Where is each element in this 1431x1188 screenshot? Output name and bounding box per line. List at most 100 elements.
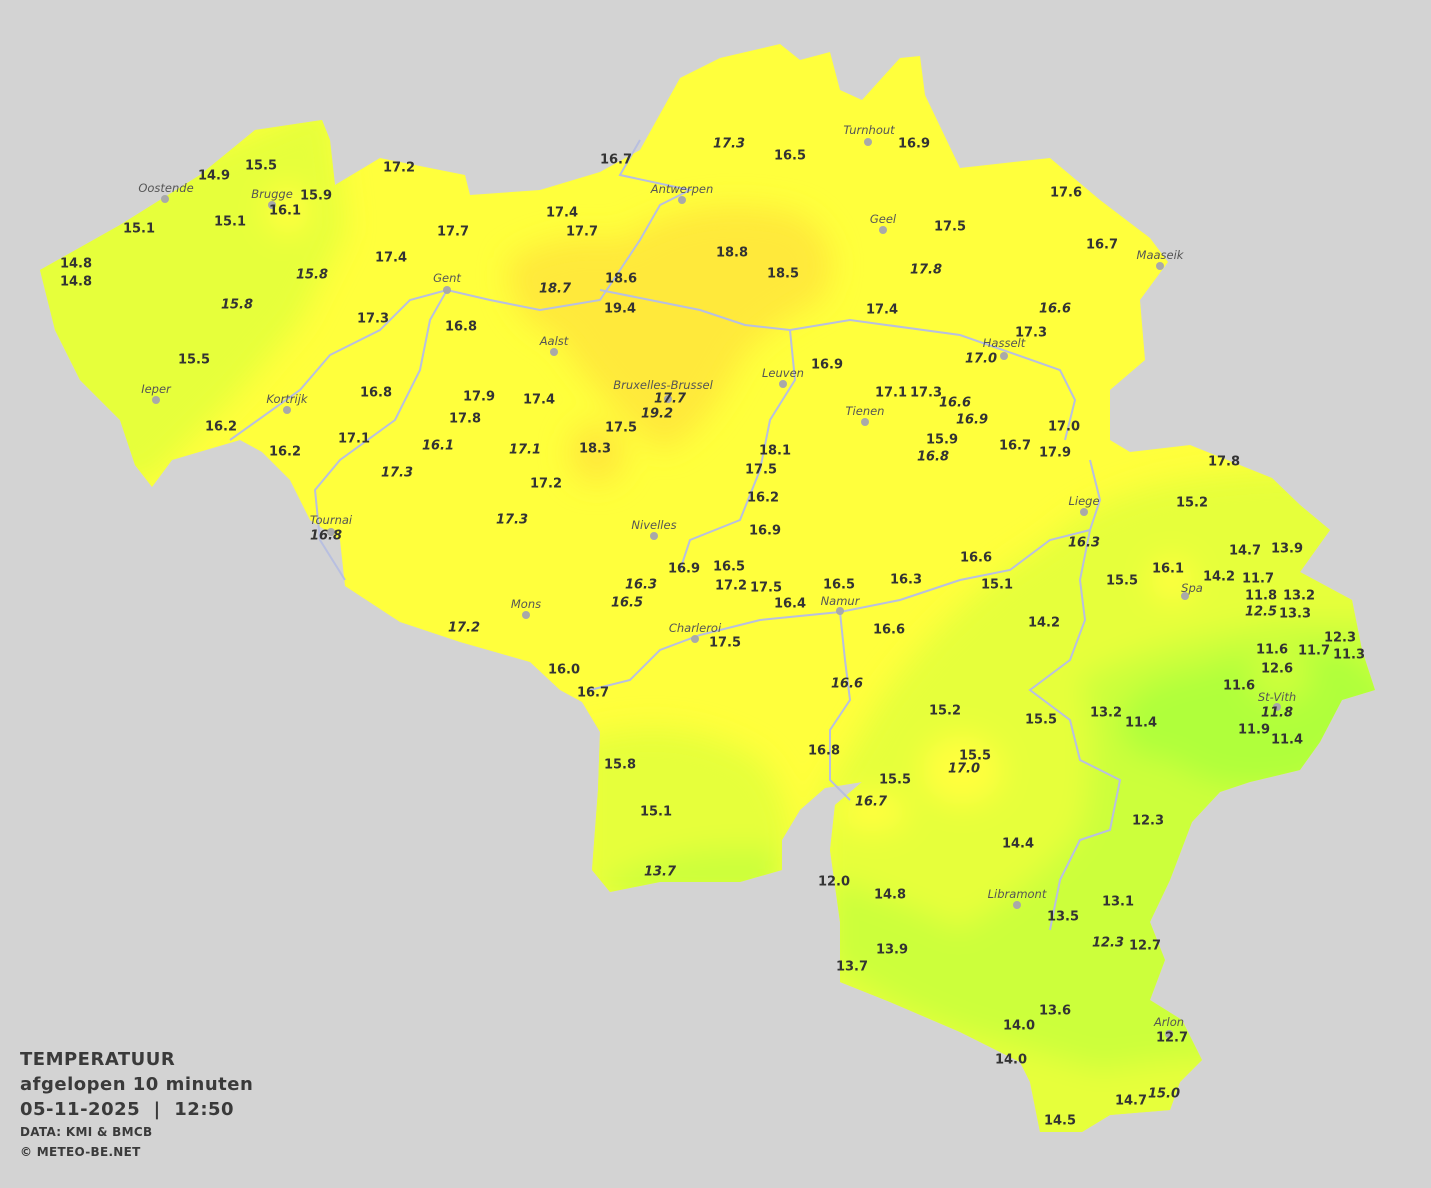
temperature-reading: 15.5: [1024, 712, 1058, 728]
city-marker: [550, 348, 558, 356]
temperature-reading: 17.0: [964, 351, 998, 367]
city-label: Gent: [433, 271, 461, 285]
temperature-reading: 16.3: [624, 577, 658, 593]
city-marker: [836, 607, 844, 615]
city-marker: [691, 635, 699, 643]
temperature-reading: 16.9: [897, 136, 931, 152]
temperature-reading: 18.6: [604, 271, 638, 287]
city-label: Nivelles: [631, 518, 677, 532]
temperature-reading: 14.8: [873, 887, 907, 903]
city-label: Maaseik: [1136, 248, 1184, 262]
city-marker: [879, 226, 887, 234]
city-marker: [1273, 703, 1281, 711]
temperature-reading: 16.5: [822, 577, 856, 593]
temperature-reading: 16.8: [807, 743, 841, 759]
temperature-reading: 15.5: [878, 772, 912, 788]
temperature-reading: 17.3: [1014, 325, 1048, 341]
rivers: [229, 139, 1122, 931]
temperature-reading: 12.7: [1128, 938, 1162, 954]
temperature-reading: 16.1: [421, 438, 455, 454]
zone-warm-18: [569, 423, 625, 483]
temperature-reading: 16.7: [854, 794, 888, 810]
temperature-reading: 12.6: [1260, 661, 1294, 677]
temperature-reading: 13.6: [1038, 1003, 1072, 1019]
temperature-reading: 16.8: [309, 528, 343, 544]
zone-mild-12: [1248, 647, 1312, 703]
temperature-reading: 17.4: [545, 205, 579, 221]
temperature-reading: 15.8: [603, 757, 637, 773]
temperature-reading: 17.5: [933, 219, 967, 235]
temperature-reading: 15.9: [925, 432, 959, 448]
city-marker: [864, 138, 872, 146]
temperature-reading: 13.2: [1089, 705, 1123, 721]
temperature-reading: 11.8: [1260, 705, 1294, 721]
temperature-reading: 15.8: [220, 297, 254, 313]
legend-datetime: 05-11-2025 | 12:50: [20, 1099, 235, 1120]
temperature-reading: 13.7: [835, 959, 869, 975]
temperature-reading: 17.3: [356, 311, 390, 327]
city-marker: [152, 396, 160, 404]
temperature-reading: 17.7: [436, 224, 470, 240]
temperature-reading: 15.9: [299, 188, 333, 204]
temperature-reading: 16.6: [959, 550, 993, 566]
temperature-reading: 14.0: [1002, 1018, 1036, 1034]
temperature-reading: 17.2: [529, 476, 563, 492]
temperature-reading: 17.8: [448, 411, 482, 427]
temperature-reading: 17.4: [374, 250, 408, 266]
temperature-reading: 16.8: [444, 319, 478, 335]
city-label: Geel: [869, 212, 897, 226]
temperature-reading: 16.3: [1067, 535, 1101, 551]
temperature-reading: 15.1: [213, 214, 247, 230]
temperature-reading: 15.5: [1105, 573, 1139, 589]
temperature-reading: 12.7: [1155, 1030, 1189, 1046]
temperature-reading: 14.9: [197, 168, 231, 184]
zone-warm-16: [837, 792, 907, 832]
city-marker: [522, 611, 530, 619]
city-label: Libramont: [987, 887, 1047, 901]
temperature-reading: 18.3: [578, 441, 612, 457]
temperature-reading: 13.1: [1101, 894, 1135, 910]
city-marker: [443, 286, 451, 294]
temperature-reading: 16.5: [773, 148, 807, 164]
city-marker: [1181, 592, 1189, 600]
temperature-reading: 17.2: [447, 620, 481, 636]
temperature-reading: 17.1: [508, 442, 542, 458]
city-marker: [161, 195, 169, 203]
temperature-reading: 16.9: [810, 357, 844, 373]
city-label: Charleroi: [668, 621, 722, 635]
temperature-reading: 15.5: [958, 748, 992, 764]
city-marker: [327, 528, 335, 536]
temperature-reading: 17.8: [909, 262, 943, 278]
temperature-reading: 16.5: [610, 595, 644, 611]
temperature-reading: 17.5: [744, 462, 778, 478]
temperature-reading: 11.8: [1244, 588, 1278, 604]
zone-warm-brussels: [508, 206, 832, 450]
temperature-reading: 13.7: [643, 864, 677, 880]
temperature-reading: 11.6: [1222, 678, 1256, 694]
temperature-reading: 13.3: [1278, 606, 1312, 622]
temperature-reading: 17.4: [865, 302, 899, 318]
temperature-reading: 14.5: [1043, 1113, 1077, 1129]
city-marker: [861, 418, 869, 426]
temperature-reading: 17.6: [1049, 185, 1083, 201]
city-label: Mons: [510, 597, 542, 611]
temperature-reading: 17.0: [947, 761, 981, 777]
city-label: Ieper: [141, 382, 171, 396]
temperature-reading: 17.5: [749, 580, 783, 596]
city-marker: [779, 380, 787, 388]
temperature-reading: 15.5: [244, 158, 278, 174]
temperature-reading: 16.6: [938, 395, 972, 411]
city-marker: [1165, 1030, 1173, 1038]
temperature-reading: 17.9: [1038, 445, 1072, 461]
temperature-reading: 11.6: [1255, 642, 1289, 658]
temperature-reading: 14.7: [1114, 1093, 1148, 1109]
temperature-reading: 16.3: [889, 572, 923, 588]
temperature-reading: 16.6: [830, 676, 864, 692]
city-marker: [1080, 508, 1088, 516]
temperature-reading: 14.0: [994, 1052, 1028, 1068]
temperature-reading: 16.1: [1151, 561, 1185, 577]
city-label: Kortrijk: [266, 392, 308, 406]
temperature-reading: 19.4: [603, 301, 637, 317]
temperature-reading: 11.7: [1297, 643, 1331, 659]
temperature-reading: 16.8: [916, 449, 950, 465]
